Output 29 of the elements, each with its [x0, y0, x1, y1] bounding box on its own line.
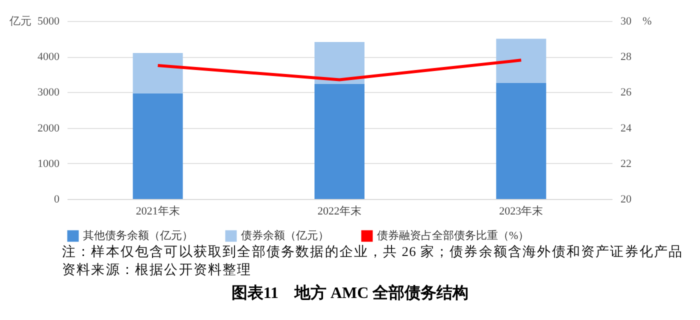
legend-label: 债券融资占全部债务比重（%） — [377, 229, 530, 242]
y2-tick-label: 20 — [620, 194, 632, 206]
y-tick-label: 4000 — [38, 51, 60, 64]
legend-label: 债券余额（亿元） — [241, 229, 329, 242]
legend-label: 其他债务余额（亿元） — [83, 229, 193, 242]
text: 注：样本仅包含可以获取到全部债务数据的企业，共 26 家；债券余额含海外债和资产证券化产品 — [62, 243, 684, 261]
y-tick-label: 2000 — [38, 122, 60, 134]
y-axis-title: 亿元 — [8, 16, 32, 28]
bar — [314, 42, 364, 84]
y2-tick-label: 22 — [620, 158, 632, 170]
x-tick-label: 2022年末 — [318, 204, 362, 218]
y2-tick-label: 30 — [620, 16, 632, 28]
y2-tick-label: 28 — [620, 51, 632, 64]
y-tick-label: 3000 — [38, 86, 60, 99]
y-tick-label: 0 — [54, 194, 60, 206]
bar — [496, 82, 546, 199]
bar — [314, 84, 364, 199]
y-tick-label: 1000 — [38, 158, 60, 170]
bar — [132, 93, 183, 199]
y-tick-label: 5000 — [38, 16, 60, 28]
y2-axis-title: % — [642, 16, 652, 28]
x-tick-label: 2021年末 — [136, 204, 180, 218]
bar — [496, 38, 546, 83]
x-tick-label: 2023年末 — [499, 204, 544, 218]
text: 图表11 地方 AMC 全部债务结构 — [230, 283, 470, 304]
bar — [132, 53, 183, 94]
y2-tick-label: 24 — [620, 122, 632, 134]
text: 资料来源：根据公开资料整理 — [62, 261, 253, 279]
y2-tick-label: 26 — [620, 86, 632, 99]
